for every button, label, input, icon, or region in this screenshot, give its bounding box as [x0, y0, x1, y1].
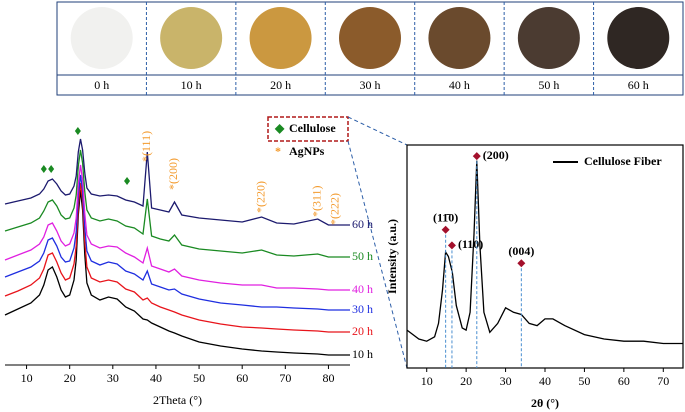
sample-disc [70, 7, 133, 69]
series-line [406, 160, 683, 345]
x-tick-label: 10 [421, 374, 433, 388]
cellulose-marker [74, 127, 81, 135]
peak-label: (110) [458, 237, 483, 251]
x-tick-label: 60 [236, 371, 248, 385]
series-label: 50 h [352, 249, 373, 263]
sample-disc [517, 7, 580, 69]
x-tick-label: 10 [21, 371, 33, 385]
x-tick-label: 30 [500, 374, 512, 388]
legend-symbol: * [275, 144, 281, 158]
x-axis-label: 2Theta (°) [153, 393, 202, 407]
series-label: 40 h [352, 282, 373, 296]
peak-label: (200) [483, 148, 509, 162]
peak-marker [441, 225, 450, 234]
x-tick-label: 40 [150, 371, 162, 385]
y-axis-label: Intensity (a.u.) [385, 219, 399, 294]
legend-label: AgNPs [289, 144, 325, 158]
sample-disc [428, 7, 491, 69]
x-tick-label: 50 [193, 371, 205, 385]
agnp-peak-label: *(200) [166, 158, 180, 190]
cellulose-marker [48, 165, 55, 173]
cellulose-marker [40, 165, 47, 173]
peak-label: (004) [508, 244, 534, 258]
legend-label: Cellulose [289, 121, 336, 135]
series-line [4, 189, 350, 356]
agnp-peak-label: *(311) [309, 185, 323, 217]
series-label: 20 h [352, 324, 373, 338]
sample-disc [607, 7, 670, 69]
sample-panel [56, 1, 684, 96]
series-label: 10 h [352, 347, 373, 361]
sample-label: 60 h [628, 78, 649, 92]
series-label: 60 h [352, 217, 373, 231]
connector [347, 116, 408, 146]
x-tick-label: 40 [539, 374, 551, 388]
x-axis-label: 2θ (°) [531, 396, 559, 410]
x-tick-label: 70 [657, 374, 669, 388]
sample-disc [160, 7, 223, 69]
sample-label: 10 h [181, 78, 202, 92]
x-tick-label: 50 [578, 374, 590, 388]
peak-marker [472, 152, 481, 161]
agnp-peak-label: *(222) [328, 193, 342, 225]
series-line [4, 149, 350, 258]
sample-disc [339, 7, 401, 69]
series-line [4, 138, 350, 226]
sample-disc [249, 7, 312, 69]
peak-marker [517, 259, 526, 268]
sample-label: 20 h [270, 78, 291, 92]
x-tick-label: 20 [460, 374, 472, 388]
x-tick-label: 60 [618, 374, 630, 388]
agnp-peak-label: *(111) [139, 131, 153, 162]
legend-highlight [267, 116, 349, 142]
series-label: 30 h [352, 302, 373, 316]
series-line [4, 174, 350, 311]
x-tick-label: 70 [279, 371, 291, 385]
sample-label: 0 h [94, 78, 109, 92]
peak-label: (11̄0) [433, 210, 458, 224]
peak-marker [447, 241, 456, 250]
x-tick-label: 30 [107, 371, 119, 385]
x-tick-label: 20 [64, 371, 76, 385]
sample-label: 40 h [449, 78, 470, 92]
sample-label: 50 h [538, 78, 559, 92]
legend-label: Cellulose Fiber [584, 154, 662, 168]
x-tick-label: 80 [322, 371, 334, 385]
series-line [4, 182, 350, 333]
cellulose-marker [124, 177, 131, 185]
series-line [4, 164, 350, 291]
sample-label: 30 h [360, 78, 381, 92]
agnp-peak-label: *(220) [253, 181, 267, 213]
legend-symbol: ◆ [274, 121, 285, 135]
